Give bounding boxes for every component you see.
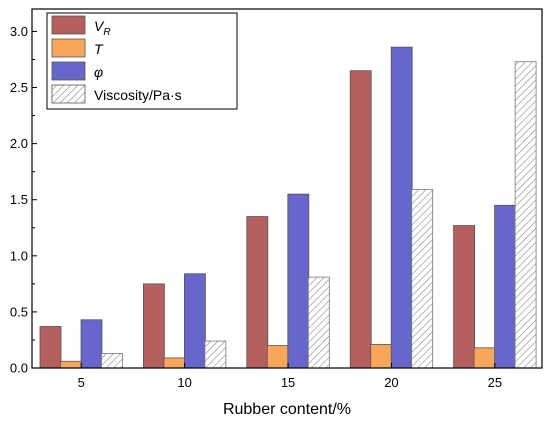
bar-1-10	[142, 283, 165, 369]
legend-label-2: T	[94, 41, 104, 57]
legend-swatch-2	[51, 38, 86, 58]
bar-2-15	[266, 345, 289, 369]
bar-1-25	[453, 225, 476, 369]
x-tick-label: 15	[281, 375, 295, 390]
x-tick-label: 5	[78, 375, 85, 390]
x-axis-title: Rubber content/%	[223, 401, 351, 418]
bar-2-25	[473, 347, 496, 369]
y-tick-label: 0.5	[10, 304, 28, 319]
plot-frame	[31, 8, 543, 369]
legend-swatch-1	[51, 15, 86, 35]
bar-4-10	[204, 340, 227, 369]
bar-1-5	[39, 326, 62, 369]
bar-3-20	[390, 46, 413, 369]
x-tick-label: 10	[177, 375, 191, 390]
ticks-layer: 0.0 0.5 1.0 1.5 2.0 2.5 3.0 5 10 15 20 25	[10, 24, 502, 390]
x-tick-label: 25	[488, 375, 502, 390]
bars-layer	[39, 46, 537, 369]
y-tick-label: 2.5	[10, 80, 28, 95]
bar-2-10	[163, 357, 186, 369]
bar-4-15	[307, 276, 330, 369]
legend-label-3: φ	[94, 64, 103, 80]
bar-3-5	[80, 319, 103, 369]
legend-label-4: Viscosity/Pa·s	[94, 87, 182, 103]
bar-1-15	[246, 216, 269, 369]
legend-swatch-4	[51, 84, 86, 104]
y-tick-label: 2.0	[10, 136, 28, 151]
bar-1-20	[349, 70, 372, 369]
bar-3-10	[183, 273, 206, 369]
y-tick-label: 1.0	[10, 248, 28, 263]
bar-4-20	[411, 189, 434, 369]
bar-3-25	[494, 204, 517, 369]
bar-2-5	[60, 360, 82, 369]
bar-4-5	[101, 353, 123, 369]
y-tick-label: 3.0	[10, 24, 28, 39]
y-tick-label: 1.5	[10, 192, 28, 207]
legend-swatch-3	[51, 61, 86, 81]
y-tick-label: 0.0	[10, 361, 28, 376]
bar-3-15	[287, 193, 310, 369]
bar-4-25	[514, 61, 537, 369]
bar-2-20	[370, 344, 393, 369]
x-tick-label: 20	[384, 375, 398, 390]
